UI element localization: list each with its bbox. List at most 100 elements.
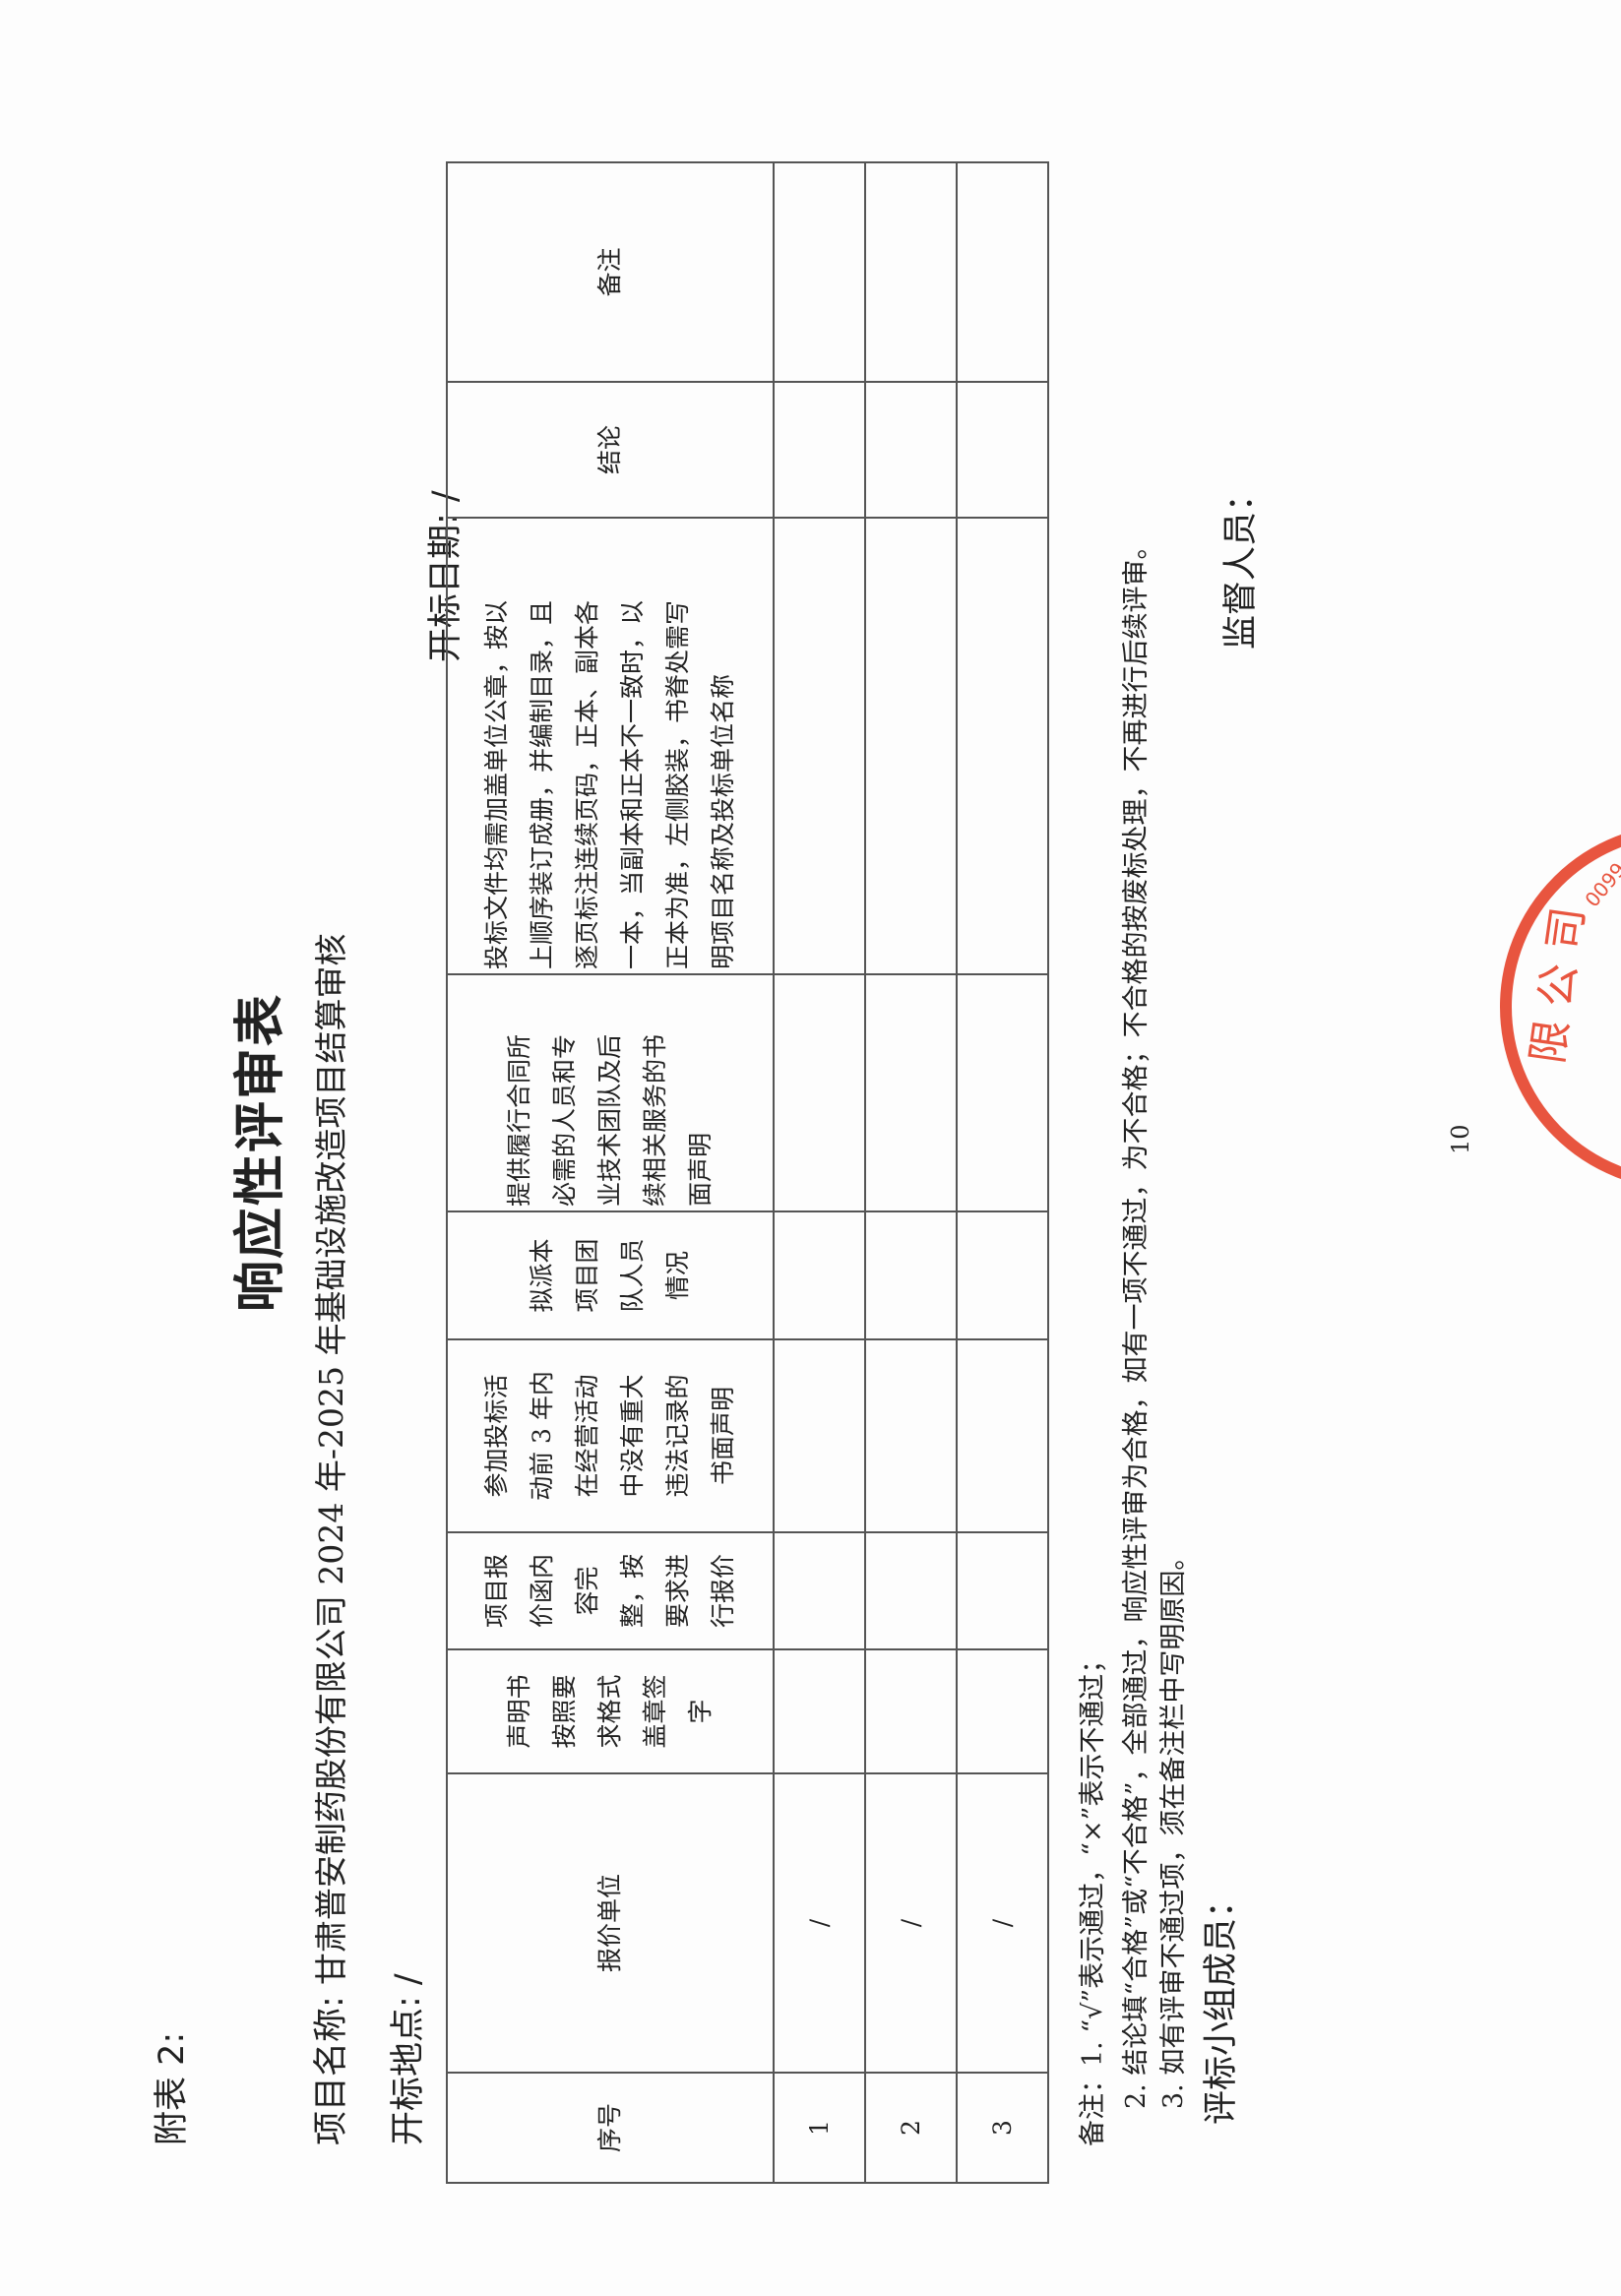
table-header-cell: 参加投标活 动前 3 年内 在经营活动 中没有重大 违法记录的 书面声明 [447,1339,774,1532]
table-header-cell: 结论 [447,382,774,518]
row-number-cell: 2 [865,2073,957,2183]
header-text-line: 要求进 [663,1554,692,1629]
empty-cell [865,974,957,1211]
header-text-line: 字 [686,1699,715,1724]
note-1: 备注：1. “√”表示通过，“×”表示不通过； [1078,1646,1108,2146]
header-text-line: 序号 [595,2103,624,2153]
header-text-line: 备注 [595,247,624,297]
header-text-line: 面声明 [686,1132,715,1207]
table-header-cell: 备注 [447,162,774,382]
seal-text: 限 公 司 [1523,903,1594,1067]
header-text-line: 情况 [663,1251,692,1301]
header-text-line: 按照要 [550,1674,579,1749]
header-text-line: 盖章签 [641,1674,669,1749]
table-header-cell: 声明书 按照要 求格式 盖章签字 [447,1649,774,1773]
empty-cell [957,974,1048,1211]
empty-cell [957,162,1048,382]
bidder-cell: / [865,1773,957,2073]
header-text-line: 结论 [595,425,624,475]
empty-cell [774,1532,865,1649]
table-row: 1/ [774,162,865,2183]
header-text-line: 中没有重大 [618,1374,647,1498]
empty-cell [774,1211,865,1339]
empty-cell [774,162,865,382]
table-header-row: 序号 报价单位 声明书 按照要 求格式 盖章签字项目报 价函内 容完 整，按 要求进 行报价 参加投标… [447,162,774,2183]
empty-cell [774,1339,865,1532]
empty-cell [774,382,865,518]
empty-cell [774,1649,865,1773]
empty-cell [957,518,1048,974]
page-title: 响应性评审表 [231,992,290,1312]
seal-ring [1500,824,1621,1190]
panel-members-label: 评标小组成员： [1202,1883,1241,2125]
header-text-line: 价函内 [528,1554,556,1629]
header-text-line: 队人员 [618,1238,647,1313]
header-text-line: 书面声明 [709,1387,737,1486]
header-text-line: 在经营活动 [573,1374,601,1498]
opening-place: 开标地点: / [380,1973,430,2145]
header-text-line: 提供履行合同所 [505,1033,533,1207]
empty-cell [865,1532,957,1649]
table-row: 2/ [865,162,957,2183]
empty-cell [957,1532,1048,1649]
empty-cell [865,382,957,518]
header-text-line: 明项目名称及投标单位名称 [709,673,737,969]
header-text-line: 行报价 [709,1554,737,1629]
header-text-line: 一本，当副本和正本不一致时，以 [618,599,647,969]
table-row: 3/ [957,162,1048,2183]
attachment-label: 附表 2: [153,2031,192,2145]
header-text-line: 容完 [573,1566,601,1616]
opening-place-value: / [389,1973,428,1986]
seal-code: 0099 [1580,858,1621,911]
empty-cell [774,974,865,1211]
bidder-cell: / [774,1773,865,2073]
table-header-cell: 投标文件均需加盖单位公章，按以 上顺序装订成册，并编制目录，且 逐页标注连续页码，正… [447,518,774,974]
opening-place-label: 开标地点: [389,1996,428,2145]
header-text-line: 违法记录的 [663,1374,692,1498]
empty-cell [957,1211,1048,1339]
empty-cell [865,1649,957,1773]
empty-cell [865,518,957,974]
empty-cell [957,1649,1048,1773]
table-header-cell: 报价单位 [447,1773,774,2073]
row-number-cell: 3 [957,2073,1048,2183]
header-text-line: 报价单位 [595,1874,624,1973]
supervisor-label: 监督人员： [1221,476,1261,650]
header-text-line: 动前 3 年内 [528,1371,556,1501]
header-text-line: 声明书 [505,1674,533,1749]
header-text-line: 投标文件均需加盖单位公章，按以 [482,599,511,969]
table-header-cell: 拟派本 项目团 队人员 情况 [447,1211,774,1339]
bidder-cell: / [957,1773,1048,2073]
empty-cell [774,518,865,974]
note-3: 3. 如有评审不通过项，须在备注栏中写明原因。 [1158,1543,1189,2109]
project-name-value: 甘肃普安制药股份有限公司 2024 年-2025 年基础设施改造项目结算审核 [312,933,350,1986]
header-text-line: 逐页标注连续页码，正本、副本各 [573,599,601,969]
review-table: 序号 报价单位 声明书 按照要 求格式 盖章签字项目报 价函内 容完 整，按 要求进 行报价 参加投标… [446,161,1049,2184]
empty-cell [957,382,1048,518]
header-text-line: 业技术团队及后 [595,1033,624,1207]
table-header-cell: 项目报 价函内 容完 整，按 要求进 行报价 [447,1532,774,1649]
header-text-line: 整，按 [618,1554,647,1629]
table-header-cell: 序号 [447,2073,774,2183]
header-text-line: 拟派本 [528,1238,556,1313]
empty-cell [865,1211,957,1339]
header-text-line: 项目报 [482,1554,511,1629]
empty-cell [865,1339,957,1532]
row-number-cell: 1 [774,2073,865,2183]
empty-cell [957,1339,1048,1532]
header-text-line: 正本为准，左侧胶装，书脊处需写 [663,599,692,969]
table-header-cell: 提供履行合同所 必需的人员和专 业技术团队及后 续相关服务的书 面声明 [447,974,774,1211]
page-number: 10 [1447,1124,1474,1154]
empty-cell [865,162,957,382]
company-seal-stamp: 限 公 司 0099 [1500,824,1621,1190]
header-text-line: 参加投标活 [482,1374,511,1498]
header-text-line: 必需的人员和专 [550,1033,579,1207]
note-2: 2. 结论填“合格”或“不合格”，全部通过，响应性评审为合格，如有一项不通过，为… [1121,532,1152,2109]
header-text-line: 项目团 [573,1238,601,1313]
project-name: 项目名称: 甘肃普安制药股份有限公司 2024 年-2025 年基础设施改造项目… [303,933,353,2145]
project-name-label: 项目名称: [312,1996,351,2145]
header-text-line: 续相关服务的书 [641,1033,669,1207]
header-text-line: 求格式 [595,1674,624,1749]
header-text-line: 上顺序装订成册，并编制目录，且 [528,599,556,969]
